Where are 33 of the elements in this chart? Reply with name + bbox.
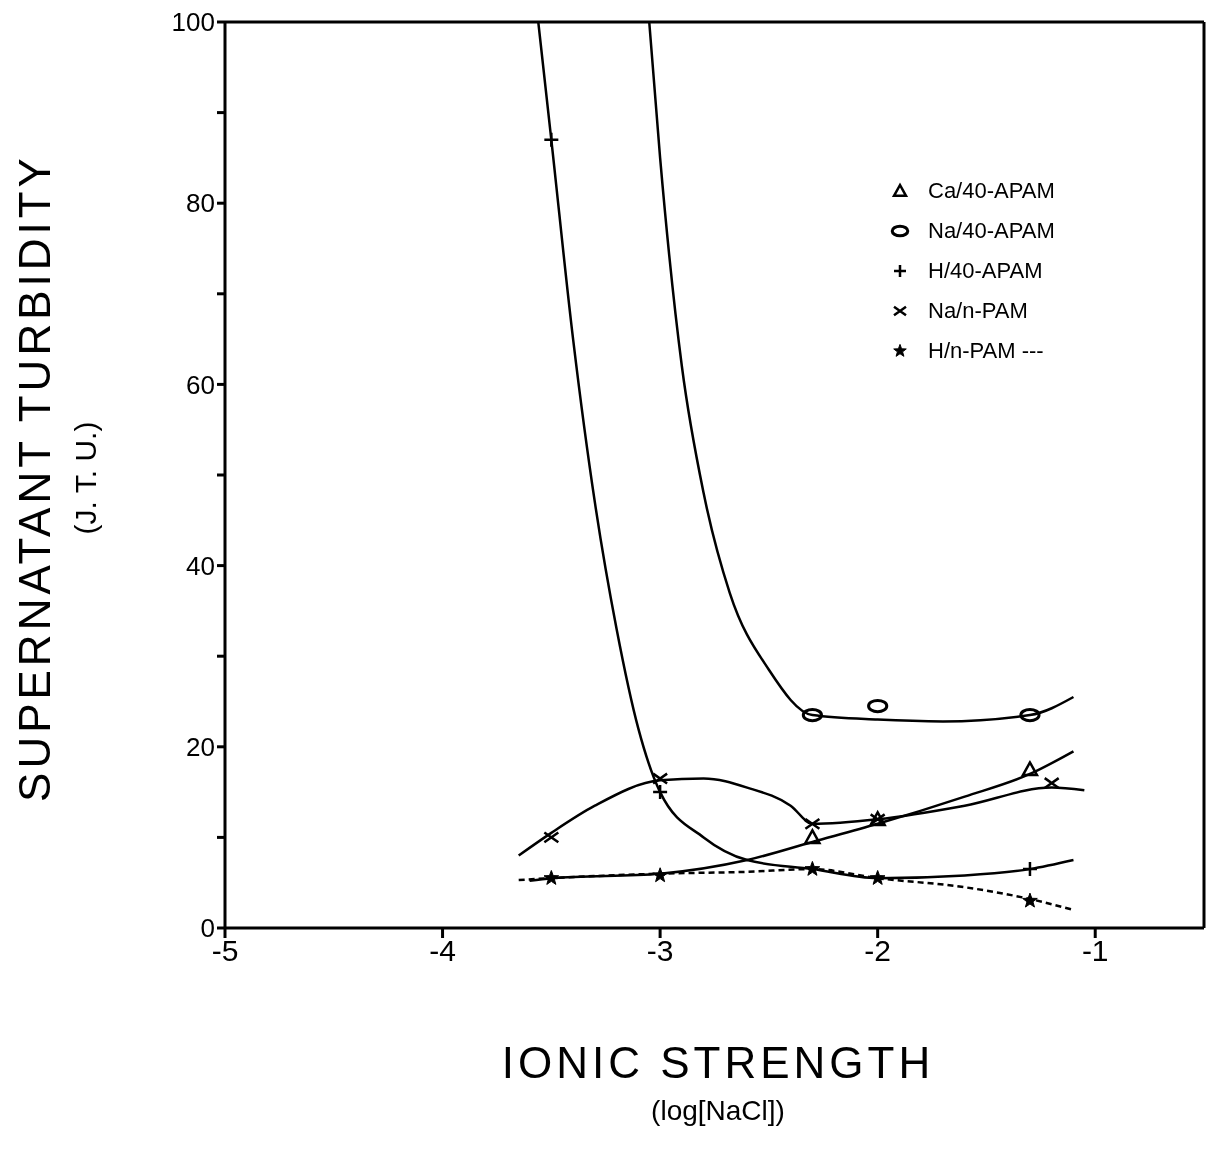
point: [867, 698, 889, 714]
point: [651, 772, 669, 785]
x-tick-label: -1: [1081, 934, 1109, 968]
point: [1021, 761, 1039, 777]
x-tick-label: -3: [646, 934, 674, 968]
point: [869, 869, 886, 885]
point: [1019, 707, 1041, 723]
y-tick-label: 0: [200, 913, 215, 944]
point: [804, 817, 821, 830]
legend-label: H/n-PAM ---: [928, 338, 1044, 363]
legend-label: Na/n-PAM: [928, 298, 1028, 323]
y-tick-label: 60: [186, 369, 215, 400]
point: [543, 831, 560, 844]
x-tick-label: -2: [864, 934, 892, 968]
y-axis-title: SUPERNATANT TURBIDITY (J. T. U.): [10, 154, 102, 802]
legend-label: H/40-APAM: [928, 258, 1043, 283]
point: [804, 829, 821, 845]
point: [652, 867, 668, 883]
point: [801, 707, 823, 723]
point: [804, 860, 821, 876]
legend-label: Na/40-APAM: [928, 218, 1055, 243]
x-tick-label: -4: [429, 934, 456, 968]
y-tick-label: 80: [186, 188, 215, 219]
legend-label: Ca/40-APAM: [928, 178, 1055, 203]
point: [1022, 892, 1038, 908]
point: [1021, 860, 1039, 878]
point: [651, 783, 669, 801]
point: [543, 869, 560, 885]
x-axis-title: IONIC STRENGTH (log[NaCl]): [501, 1038, 935, 1126]
y-tick-label: 20: [186, 732, 215, 763]
y-tick-label: 40: [186, 550, 215, 581]
point: [543, 131, 560, 149]
y-tick-label: 100: [171, 7, 215, 38]
